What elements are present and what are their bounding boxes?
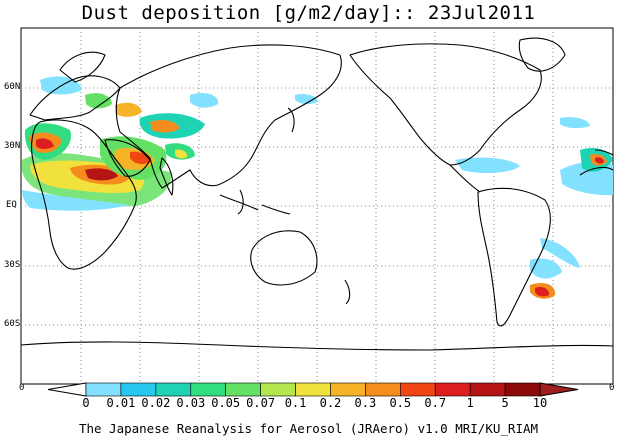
colorbar-swatch bbox=[504, 382, 541, 397]
colorbar-tick-label: 1 bbox=[466, 396, 474, 410]
colorbar-swatch bbox=[365, 382, 401, 397]
colorbar-swatch bbox=[155, 382, 192, 397]
lat-label-60s: 60S bbox=[4, 319, 21, 329]
colorbar-tick-label: 0.7 bbox=[424, 396, 447, 410]
colorbar-swatch bbox=[120, 382, 157, 397]
colorbar-tick-label: 0.2 bbox=[319, 396, 342, 410]
colorbar bbox=[47, 382, 579, 397]
india-coast bbox=[159, 157, 174, 196]
lat-label-30n: 30N bbox=[4, 141, 21, 151]
scandinavia-coast bbox=[59, 51, 106, 83]
africa-coast bbox=[31, 119, 137, 270]
colorbar-tick-label: 0 bbox=[82, 396, 90, 410]
antarctica-coast bbox=[20, 341, 614, 351]
lat-label-60n: 60N bbox=[4, 82, 21, 92]
edge-zero-left: 0 bbox=[19, 383, 25, 393]
lat-label-30s: 30S bbox=[4, 260, 21, 270]
central-america-coast bbox=[449, 164, 481, 193]
map-title: Dust deposition [g/m2/day]:: 23Jul2011 bbox=[81, 2, 536, 24]
colorbar-tick-label: 0.05 bbox=[211, 396, 241, 410]
colorbar-tick-label: 0.3 bbox=[354, 396, 377, 410]
colorbar-swatch bbox=[434, 382, 471, 397]
colorbar-tick-label: 0.07 bbox=[246, 396, 276, 410]
japan-coast bbox=[287, 107, 295, 133]
asia-coast bbox=[115, 44, 342, 189]
africa-right-edge-coast bbox=[579, 149, 614, 176]
edge-zero-right: 0 bbox=[609, 383, 615, 393]
colorbar-tick-label: 10 bbox=[532, 396, 548, 410]
colorbar-swatch bbox=[260, 382, 296, 397]
arabia-coast bbox=[104, 139, 151, 177]
colorbar-swatch bbox=[225, 382, 261, 397]
colorbar-tick-label: 0.01 bbox=[106, 396, 136, 410]
colorbar-swatch bbox=[400, 382, 436, 397]
colorbar-tick-label: 0.5 bbox=[389, 396, 412, 410]
colorbar-swatch bbox=[469, 382, 506, 397]
australia-coast bbox=[250, 230, 318, 286]
indonesia-coast bbox=[219, 189, 291, 215]
colorbar-swatch bbox=[295, 382, 331, 397]
colorbar-tick-label: 0.02 bbox=[141, 396, 171, 410]
colorbar-tick-label: 0.1 bbox=[284, 396, 307, 410]
north-america-coast bbox=[349, 43, 542, 166]
colorbar-swatch bbox=[85, 382, 122, 397]
colorbar-arrow-right bbox=[539, 382, 579, 397]
colorbar-swatch bbox=[330, 382, 366, 397]
footer-credit: The Japanese Reanalysis for Aerosol (JRA… bbox=[78, 421, 539, 436]
colorbar-tick-label: 5 bbox=[501, 396, 509, 410]
lat-label-eq: EQ bbox=[6, 200, 17, 210]
greenland-coast bbox=[518, 37, 566, 72]
new-zealand-coast bbox=[344, 279, 351, 305]
dust-deposition-field bbox=[22, 76, 613, 299]
colorbar-tick-label: 0.03 bbox=[176, 396, 206, 410]
coastlines bbox=[20, 37, 614, 351]
colorbar-arrow-left bbox=[47, 382, 87, 397]
colorbar-swatch bbox=[190, 382, 226, 397]
south-america-coast bbox=[477, 187, 551, 327]
